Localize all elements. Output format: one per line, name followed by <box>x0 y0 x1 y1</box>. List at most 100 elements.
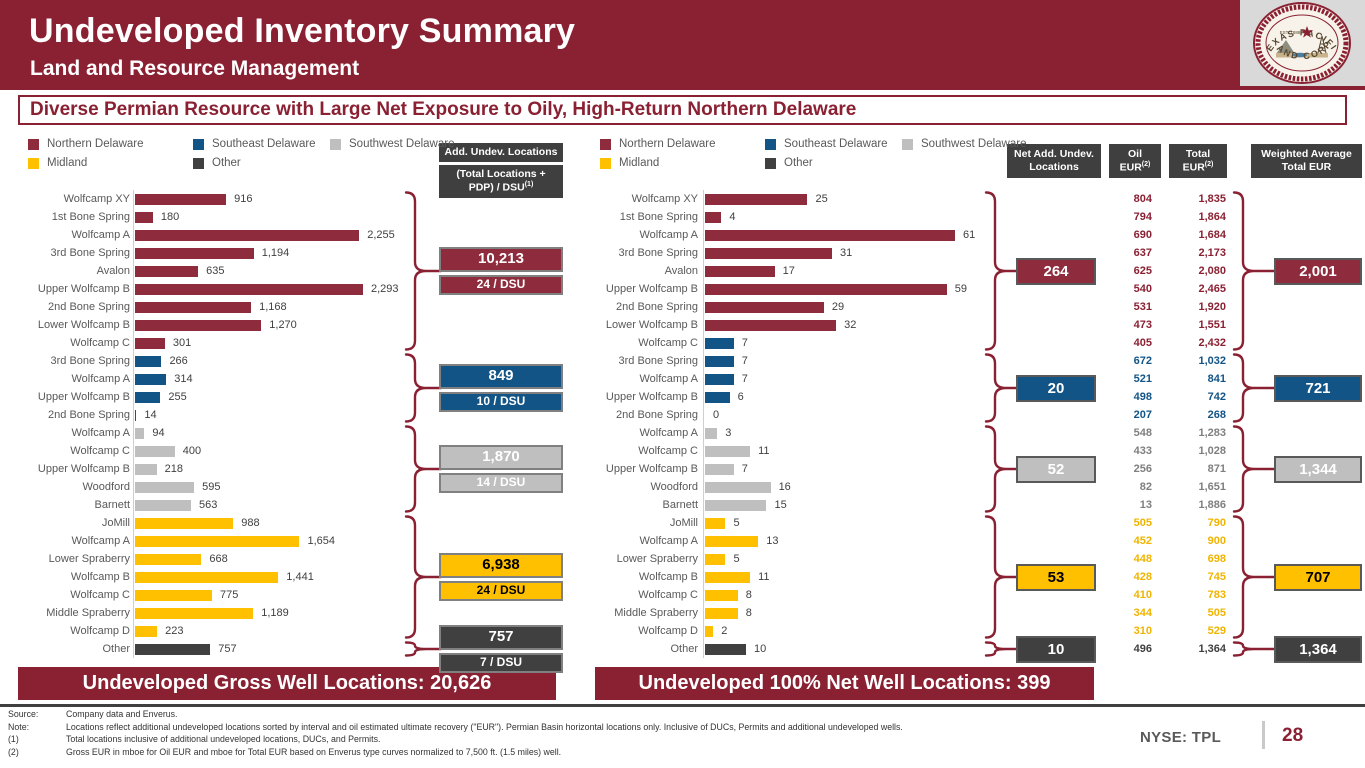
eur-total-value: 1,684 <box>1198 229 1226 241</box>
bar <box>135 247 254 259</box>
row-label: 1st Bone Spring <box>619 211 698 223</box>
bar <box>135 607 254 619</box>
row-label: Upper Wolfcamp B <box>37 391 130 403</box>
bar <box>135 517 234 529</box>
weighted-eur-box: 1,364 <box>1274 635 1362 663</box>
eur-total-value: 2,080 <box>1198 265 1226 277</box>
blue-swatch-icon <box>193 138 204 150</box>
group-brace <box>984 515 1020 639</box>
row-label: Upper Wolfcamp B <box>605 463 698 475</box>
row-label: Other <box>102 643 130 655</box>
bar <box>705 301 824 313</box>
row-label: Woodford <box>82 481 131 493</box>
row-label: 3rd Bone Spring <box>50 247 131 259</box>
page-number-divider <box>1262 721 1265 749</box>
bar-value: 266 <box>169 355 188 367</box>
bar-value: 916 <box>234 193 253 205</box>
bar-value: 223 <box>165 625 184 637</box>
eur-oil-value: 505 <box>1133 517 1152 529</box>
row-label: Wolfcamp A <box>639 373 699 385</box>
legend: Northern Delaware Southeast Delaware South… <box>28 138 454 169</box>
eur-total-value: 790 <box>1207 517 1226 529</box>
row-label: Wolfcamp XY <box>63 193 130 205</box>
net-locations-box: 20 <box>1016 374 1096 402</box>
eur-total-value: 698 <box>1207 553 1226 565</box>
logo-derrick-icon <box>1317 35 1327 54</box>
net-locations-banner: Undeveloped 100% Net Well Locations: 399 <box>595 667 1094 700</box>
bar-value: 301 <box>172 337 192 349</box>
group-brace <box>404 353 443 423</box>
bar-value: 563 <box>198 499 218 511</box>
row-label: Upper Wolfcamp B <box>37 283 130 295</box>
right-col-header-weighted: Weighted Average Total EUR <box>1251 144 1362 178</box>
bar <box>135 193 227 205</box>
gold-swatch-icon <box>600 157 611 169</box>
bar-value: 1,194 <box>261 247 290 259</box>
eur-oil-value: 82 <box>1139 481 1152 493</box>
summary-locations-box: 6,938 <box>439 553 563 578</box>
bar-value: 0 <box>713 409 720 421</box>
bar-value: 5 <box>733 517 740 529</box>
bar <box>705 625 714 637</box>
row-label: Wolfcamp C <box>70 445 130 457</box>
bar <box>705 337 734 349</box>
ticker: NYSE: TPL <box>1140 729 1222 746</box>
eur-oil-value: 207 <box>1133 409 1152 421</box>
bar <box>135 499 191 511</box>
eur-total-value: 1,551 <box>1198 319 1226 331</box>
eur-oil-value: 310 <box>1133 625 1152 637</box>
group-brace <box>984 353 1020 423</box>
bar-value: 1,441 <box>286 571 314 583</box>
bar-value: 7 <box>741 463 748 475</box>
group-brace <box>404 641 443 657</box>
summary-locations-box: 757 <box>439 625 563 650</box>
row-label: 2nd Bone Spring <box>48 301 130 313</box>
bar-value: 668 <box>209 553 228 565</box>
legend-label: Other <box>784 157 813 169</box>
maroon-swatch-icon <box>28 138 39 150</box>
eur-total-value: 1,283 <box>1198 427 1226 439</box>
legend-label: Southwest Delaware <box>921 138 1027 150</box>
bar <box>135 481 195 493</box>
eur-oil-value: 452 <box>1133 535 1152 547</box>
summary-dsu-box: 24 / DSU <box>439 275 563 295</box>
bar <box>705 427 718 439</box>
legend: Northern Delaware Southeast Delaware South… <box>600 138 1026 169</box>
bar <box>135 319 262 331</box>
bar-value: 7 <box>741 355 748 367</box>
row-label: Upper Wolfcamp B <box>605 283 698 295</box>
row-label: Barnett <box>94 499 130 511</box>
gold-swatch-icon <box>28 157 39 169</box>
summary-dsu-box: 10 / DSU <box>439 392 563 412</box>
group-brace <box>984 191 1020 351</box>
row-label: Lower Wolfcamp B <box>37 319 130 331</box>
summary-locations-box: 849 <box>439 364 563 389</box>
row-label: Wolfcamp A <box>71 229 131 241</box>
left-col-header-l1: (Total Locations + <box>456 168 546 181</box>
bar <box>135 463 157 475</box>
net-locations-box: 53 <box>1016 563 1096 591</box>
group-brace <box>1232 515 1278 639</box>
bar <box>705 517 726 529</box>
page-number: 28 <box>1282 725 1304 746</box>
bar <box>135 283 363 295</box>
bar-value: 255 <box>168 391 187 403</box>
row-label: 3rd Bone Spring <box>618 355 699 367</box>
row-label: Wolfcamp C <box>70 589 130 601</box>
bar <box>135 445 175 457</box>
bar-value: 59 <box>954 283 968 295</box>
bar-value: 7 <box>741 337 748 349</box>
row-label: Woodford <box>650 481 699 493</box>
eur-oil-value: 672 <box>1133 355 1152 367</box>
eur-oil-value: 448 <box>1133 553 1152 565</box>
legend-item: Southwest Delaware <box>902 138 1026 150</box>
axis-line <box>703 190 704 658</box>
row-label: 2nd Bone Spring <box>616 409 698 421</box>
row-label: Wolfcamp XY <box>631 193 698 205</box>
bar <box>705 319 837 331</box>
eur-oil-value: 625 <box>1133 265 1152 277</box>
bar-value: 8 <box>745 607 752 619</box>
bar <box>705 463 734 475</box>
eur-total-value: 1,864 <box>1198 211 1226 223</box>
logo-star-icon <box>1300 26 1314 38</box>
